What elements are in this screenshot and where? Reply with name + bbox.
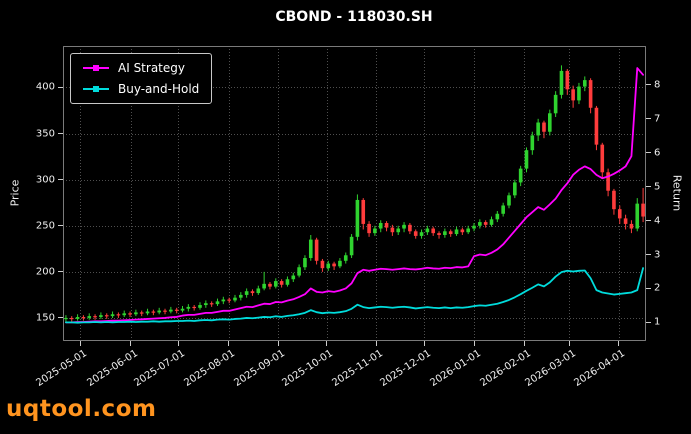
price-tick-label: 350 — [35, 128, 55, 140]
return-tick-label: 7 — [654, 113, 661, 125]
date-tick-mark — [423, 341, 425, 346]
price-tick-mark — [58, 271, 63, 273]
watermark: uqtool.com — [6, 396, 157, 422]
price-tick-label: 400 — [35, 81, 55, 93]
legend-item-buy-and-hold: Buy-and-Hold — [83, 82, 199, 96]
return-tick-label: 8 — [654, 79, 661, 91]
return-axis-title: Return — [670, 174, 684, 212]
return-tick-mark — [646, 84, 651, 86]
date-tick-label: 2026-04-01 — [572, 348, 628, 389]
return-tick-mark — [646, 321, 651, 323]
price-axis-title: Price — [8, 179, 22, 207]
return-tick-label: 2 — [654, 282, 661, 294]
return-tick-mark — [646, 287, 651, 289]
price-tick-mark — [58, 317, 63, 319]
legend-item-ai-strategy: AI Strategy — [83, 61, 199, 75]
date-tick-label: 2025-12-01 — [378, 348, 434, 389]
return-tick-mark — [646, 254, 651, 256]
price-tick-label: 200 — [35, 266, 55, 278]
date-tick-mark — [473, 341, 475, 346]
date-tick-mark — [568, 341, 570, 346]
return-tick-label: 1 — [654, 316, 661, 328]
price-tick-label: 250 — [35, 220, 55, 232]
date-tick-mark — [228, 341, 230, 346]
return-tick-label: 5 — [654, 181, 661, 193]
date-tick-label: 2026-01-01 — [428, 348, 484, 389]
legend: AI Strategy Buy-and-Hold — [70, 53, 213, 104]
price-tick-label: 300 — [35, 174, 55, 186]
date-tick-mark — [618, 341, 620, 346]
buy-and-hold-line-marker-icon — [83, 86, 109, 92]
date-tick-label: 2025-06-01 — [84, 348, 140, 389]
date-tick-mark — [79, 341, 81, 346]
chart-title: CBOND - 118030.SH — [275, 9, 433, 25]
date-tick-label: 2025-11-01 — [330, 348, 386, 389]
return-tick-mark — [646, 118, 651, 120]
date-tick-mark — [177, 341, 179, 346]
legend-label-buy-and-hold: Buy-and-Hold — [118, 82, 200, 96]
price-tick-mark — [58, 133, 63, 135]
date-tick-mark — [375, 341, 377, 346]
return-tick-label: 6 — [654, 147, 661, 159]
return-tick-label: 4 — [654, 215, 661, 227]
date-tick-mark — [326, 341, 328, 346]
date-tick-label: 2025-07-01 — [132, 348, 188, 389]
return-tick-mark — [646, 152, 651, 154]
return-tick-mark — [646, 186, 651, 188]
date-tick-mark — [523, 341, 525, 346]
price-tick-mark — [58, 179, 63, 181]
date-tick-mark — [277, 341, 279, 346]
ai-strategy-line-marker-icon — [83, 65, 109, 71]
legend-label-ai-strategy: AI Strategy — [118, 61, 185, 75]
date-tick-label: 2025-09-01 — [232, 348, 288, 389]
price-tick-label: 150 — [35, 312, 55, 324]
date-tick-label: 2025-05-01 — [34, 348, 90, 389]
price-tick-mark — [58, 86, 63, 88]
return-tick-mark — [646, 220, 651, 222]
return-tick-label: 3 — [654, 249, 661, 261]
date-tick-label: 2025-08-01 — [182, 348, 238, 389]
date-tick-label: 2025-10-01 — [280, 348, 336, 389]
date-tick-mark — [130, 341, 132, 346]
price-tick-mark — [58, 225, 63, 227]
